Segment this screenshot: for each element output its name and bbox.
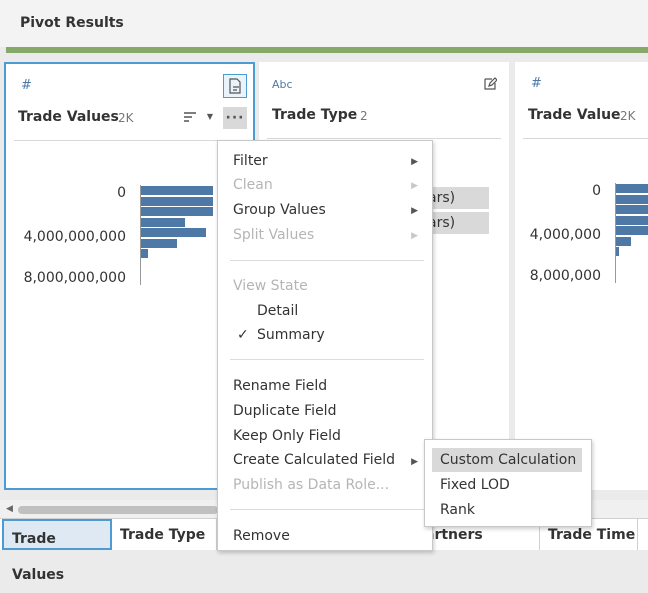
- field-name[interactable]: Trade Type: [272, 107, 358, 123]
- menu-item-custom-calculation[interactable]: Custom Calculation: [432, 448, 582, 472]
- axis-label: 4,000,000: [529, 227, 601, 243]
- number-type-icon: #: [531, 76, 542, 91]
- field-count: 2K: [118, 111, 134, 125]
- histogram-bar[interactable]: [616, 236, 631, 246]
- submenu-arrow-icon: ▶: [411, 181, 418, 191]
- menu-item-rename[interactable]: Rename Field: [233, 378, 328, 394]
- scroll-left-icon[interactable]: ◀: [6, 504, 13, 514]
- tab-partners[interactable]: artners: [417, 519, 540, 550]
- profile-card-trade-value[interactable]: # Trade Value 2K 0 4,000,000 8,000,000: [515, 62, 648, 490]
- menu-item-create-calculated-field[interactable]: Create Calculated Field: [233, 452, 396, 468]
- histogram-bar[interactable]: [141, 249, 148, 258]
- axis-label: 0: [117, 185, 126, 201]
- field-name[interactable]: Trade Value: [528, 107, 621, 123]
- menu-separator: [230, 260, 424, 261]
- histogram-bar[interactable]: [141, 228, 206, 237]
- chevron-down-icon[interactable]: ▼: [206, 111, 214, 121]
- card-divider: [523, 138, 648, 139]
- axis-label: 8,000,000: [529, 268, 601, 284]
- pane-header: Pivot Results: [0, 0, 648, 47]
- histogram-bar[interactable]: [141, 196, 213, 206]
- menu-heading-view-state: View State: [233, 278, 308, 294]
- menu-item-duplicate[interactable]: Duplicate Field: [233, 403, 337, 419]
- pane-title: Pivot Results: [20, 15, 124, 31]
- histogram-bar[interactable]: [141, 186, 213, 195]
- profile-card-trade-values[interactable]: # Trade Values 2K ▼ ··· 0 4,000,000,000 …: [4, 62, 255, 490]
- menu-item-split-values: Split Values: [233, 227, 315, 243]
- menu-item-clean: Clean: [233, 177, 273, 193]
- card-divider: [267, 138, 501, 139]
- menu-item-group-values[interactable]: Group Values: [233, 202, 326, 218]
- field-name[interactable]: Trade Values: [18, 109, 119, 125]
- calculated-field-submenu: Custom Calculation Fixed LOD Rank: [424, 439, 592, 527]
- menu-item-publish-data-role: Publish as Data Role...: [233, 477, 390, 493]
- context-menu: Filter ▶ Clean ▶ Group Values ▶ Split Va…: [217, 140, 433, 551]
- axis-line: [615, 183, 616, 283]
- tab-trade-type[interactable]: Trade Type: [112, 519, 217, 550]
- menu-separator: [230, 359, 424, 360]
- menu-separator: [230, 509, 424, 510]
- histogram-bar[interactable]: [141, 217, 185, 227]
- menu-item-detail[interactable]: Detail: [257, 303, 299, 319]
- submenu-arrow-icon: ▶: [411, 206, 418, 216]
- menu-item-filter[interactable]: Filter: [233, 153, 268, 169]
- menu-item-remove[interactable]: Remove: [233, 528, 290, 544]
- axis-label: 8,000,000,000: [23, 270, 126, 286]
- submenu-arrow-icon: ▶: [411, 231, 418, 241]
- axis-line: [140, 185, 141, 285]
- axis-label: 4,000,000,000: [23, 229, 126, 245]
- document-icon: [229, 78, 241, 94]
- sort-icon[interactable]: [181, 108, 199, 126]
- step-color-bar: [6, 47, 648, 53]
- histogram-bar[interactable]: [141, 207, 213, 216]
- menu-item-fixed-lod[interactable]: Fixed LOD: [440, 477, 510, 493]
- axis-label: 0: [592, 183, 601, 199]
- field-count: 2: [360, 109, 368, 123]
- menu-item-summary[interactable]: Summary: [257, 327, 325, 343]
- string-type-icon: Abc: [272, 78, 293, 91]
- more-options-button[interactable]: ···: [223, 107, 247, 129]
- card-divider: [14, 140, 249, 141]
- value-bar[interactable]: ars): [424, 212, 489, 234]
- edit-icon[interactable]: [481, 75, 499, 93]
- menu-item-keep-only[interactable]: Keep Only Field: [233, 428, 341, 444]
- scroll-thumb[interactable]: [18, 506, 218, 514]
- histogram-bar[interactable]: [616, 215, 648, 225]
- tab-trade-values[interactable]: Trade Values: [2, 519, 112, 583]
- checkmark-icon: ✓: [237, 327, 249, 343]
- histogram-bar[interactable]: [616, 194, 648, 204]
- value-bar[interactable]: ars): [424, 187, 489, 209]
- histogram-bar[interactable]: [616, 247, 619, 256]
- view-toggle-button[interactable]: [223, 74, 247, 98]
- number-type-icon: #: [21, 78, 32, 93]
- field-count: 2K: [620, 109, 636, 123]
- histogram-bar[interactable]: [616, 184, 648, 193]
- tab-trade-time[interactable]: Trade Time: [540, 519, 638, 550]
- menu-item-rank[interactable]: Rank: [440, 502, 475, 518]
- histogram-bar[interactable]: [616, 205, 648, 214]
- histogram-bar[interactable]: [141, 238, 177, 248]
- submenu-arrow-icon: ▶: [411, 457, 418, 467]
- submenu-arrow-icon: ▶: [411, 157, 418, 167]
- histogram-bar[interactable]: [616, 226, 648, 235]
